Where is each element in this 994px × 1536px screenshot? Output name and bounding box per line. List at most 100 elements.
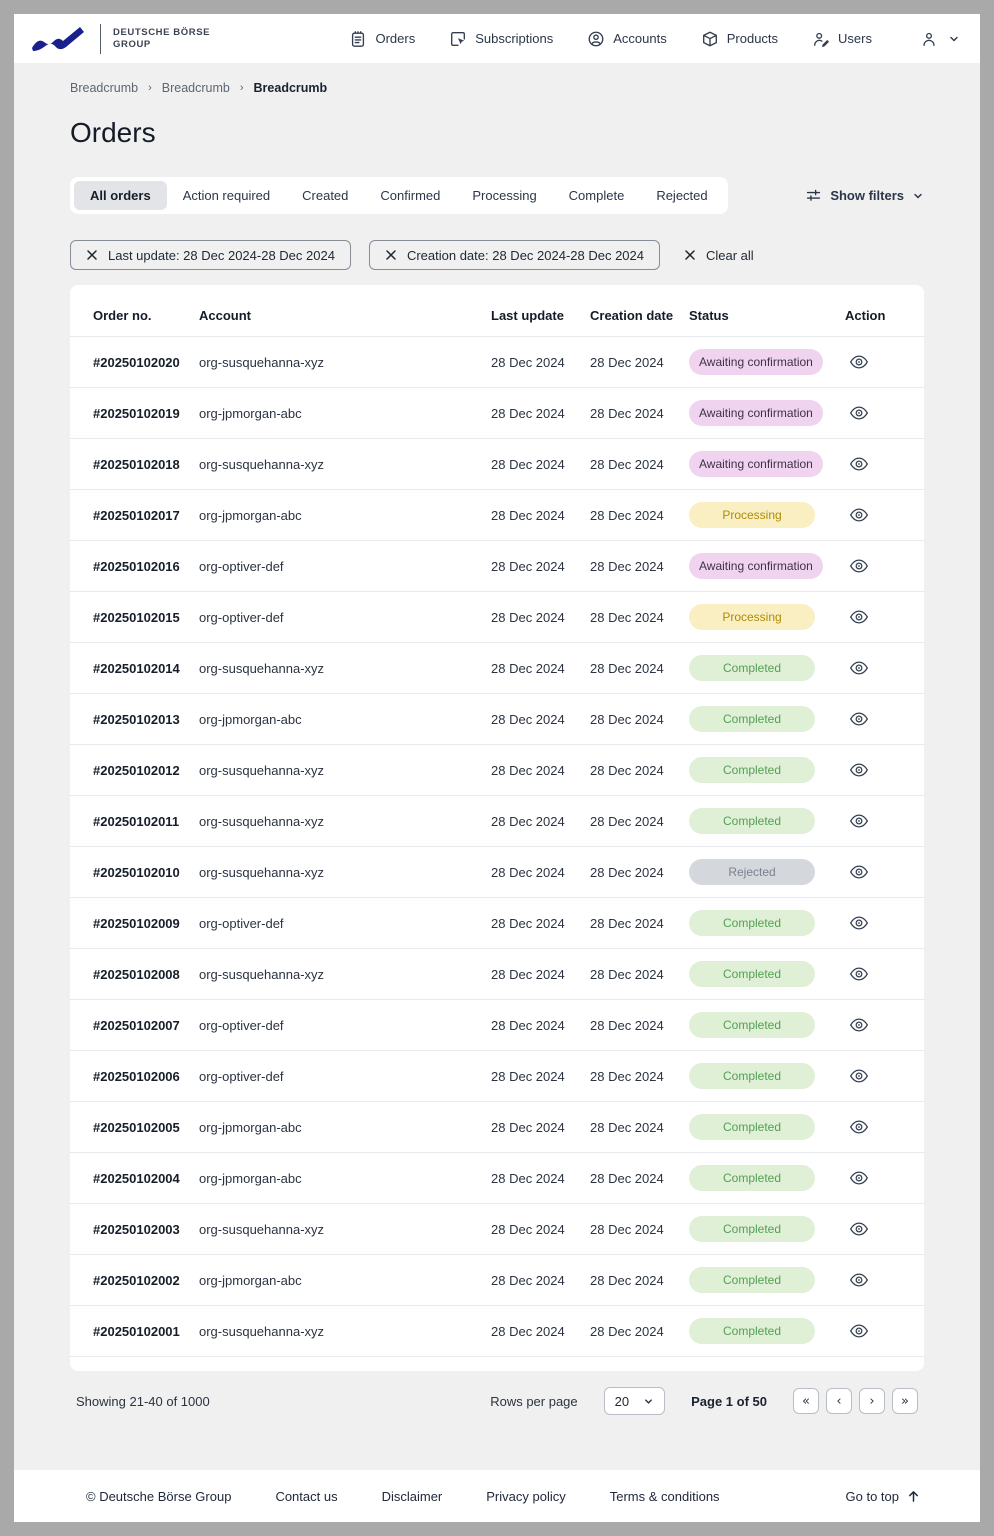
nav-item-subscriptions[interactable]: Subscriptions: [449, 30, 553, 48]
status-badge: Completed: [689, 808, 815, 834]
cell-last-update: 28 Dec 2024: [491, 609, 565, 625]
show-filters-button[interactable]: Show filters: [805, 187, 924, 204]
table-row: #20250102003 org-susquehanna-xyz 28 Dec …: [70, 1204, 924, 1255]
clear-all-label: Clear all: [706, 247, 754, 263]
eye-icon: [849, 966, 869, 982]
remove-filter-icon[interactable]: [385, 249, 397, 261]
cell-creation-date: 28 Dec 2024: [590, 1170, 664, 1186]
view-order-button[interactable]: [847, 403, 901, 423]
view-order-button[interactable]: [847, 658, 901, 678]
view-order-button[interactable]: [847, 1117, 901, 1137]
logo-text: DEUTSCHE BÖRSE GROUP: [113, 26, 211, 50]
tab-created[interactable]: Created: [302, 188, 349, 203]
cell-account: org-optiver-def: [199, 915, 284, 931]
view-order-button[interactable]: [847, 352, 901, 372]
cell-creation-date: 28 Dec 2024: [590, 1221, 664, 1237]
cell-last-update: 28 Dec 2024: [491, 813, 565, 829]
footer-link-contact-us[interactable]: Contact us: [275, 1488, 338, 1504]
eye-icon: [849, 660, 869, 676]
brand-logo[interactable]: DEUTSCHE BÖRSE GROUP: [30, 23, 210, 55]
view-order-button[interactable]: [847, 1270, 901, 1290]
view-order-button[interactable]: [847, 811, 901, 831]
status-badge: Completed: [689, 1114, 815, 1140]
cell-account: org-susquehanna-xyz: [199, 762, 325, 778]
breadcrumb-item[interactable]: Breadcrumb: [161, 81, 230, 95]
cell-order-no: #20250102004: [93, 1170, 180, 1186]
breadcrumb-item[interactable]: Breadcrumb: [70, 81, 139, 95]
cell-account: org-susquehanna-xyz: [199, 456, 325, 472]
show-filters-label: Show filters: [830, 188, 904, 203]
view-order-button[interactable]: [847, 505, 901, 525]
next-page-button[interactable]: ›: [859, 1388, 885, 1414]
cell-order-no: #20250102010: [93, 864, 180, 880]
view-order-button[interactable]: [847, 760, 901, 780]
previous-page-button[interactable]: ‹: [826, 1388, 852, 1414]
nav-item-orders[interactable]: Orders: [349, 30, 415, 48]
status-badge: Completed: [689, 1165, 815, 1191]
clear-all-filters-button[interactable]: Clear all: [684, 248, 754, 263]
view-order-button[interactable]: [847, 454, 901, 474]
nav-label: Accounts: [613, 31, 667, 46]
view-order-button[interactable]: [847, 1321, 901, 1341]
cell-last-update: 28 Dec 2024: [491, 456, 565, 472]
view-order-button[interactable]: [847, 1066, 901, 1086]
cell-last-update: 28 Dec 2024: [491, 1221, 565, 1237]
filter-chip-creation-date[interactable]: Creation date: 28 Dec 2024-28 Dec 2024: [368, 240, 660, 270]
footer-link-terms[interactable]: Terms & conditions: [609, 1488, 720, 1504]
cell-account: org-susquehanna-xyz: [199, 354, 325, 370]
deutsche-boerse-wave-icon: [30, 23, 88, 55]
footer-link-disclaimer[interactable]: Disclaimer: [381, 1488, 443, 1504]
breadcrumb: Breadcrumb › Breadcrumb › Breadcrumb: [70, 81, 924, 95]
nav-item-accounts[interactable]: Accounts: [587, 30, 667, 48]
filter-chip-last-update[interactable]: Last update: 28 Dec 2024-28 Dec 2024: [70, 240, 351, 270]
status-badge: Completed: [689, 1267, 815, 1293]
remove-filter-icon[interactable]: [86, 249, 98, 261]
profile-menu[interactable]: [920, 30, 960, 48]
nav-item-products[interactable]: Products: [701, 30, 778, 48]
tab-all-orders[interactable]: All orders: [74, 181, 167, 210]
cell-last-update: 28 Dec 2024: [491, 660, 565, 676]
go-to-top-button[interactable]: Go to top: [846, 1489, 920, 1504]
cell-order-no: #20250102008: [93, 966, 180, 982]
cell-creation-date: 28 Dec 2024: [590, 966, 664, 982]
cell-creation-date: 28 Dec 2024: [590, 813, 664, 829]
footer-link-privacy-policy[interactable]: Privacy policy: [486, 1488, 566, 1504]
table-row: #20250102014 org-susquehanna-xyz 28 Dec …: [70, 643, 924, 694]
go-to-top-label: Go to top: [845, 1488, 899, 1504]
table-row: #20250102019 org-jpmorgan-abc 28 Dec 202…: [70, 388, 924, 439]
view-order-button[interactable]: [847, 556, 901, 576]
view-order-button[interactable]: [847, 913, 901, 933]
tab-action-required[interactable]: Action required: [182, 188, 271, 203]
view-order-button[interactable]: [847, 607, 901, 627]
eye-icon: [849, 1068, 869, 1084]
status-badge: Completed: [689, 655, 815, 681]
eye-icon: [849, 762, 869, 778]
tab-complete[interactable]: Complete: [568, 188, 625, 203]
first-page-button[interactable]: «: [793, 1388, 819, 1414]
tab-processing[interactable]: Processing: [472, 188, 537, 203]
rows-per-page-select[interactable]: 20: [603, 1387, 666, 1415]
view-order-button[interactable]: [847, 964, 901, 984]
cell-account: org-susquehanna-xyz: [199, 660, 325, 676]
view-order-button[interactable]: [847, 1168, 901, 1188]
top-navigation-bar: DEUTSCHE BÖRSE GROUP Orders: [14, 14, 980, 63]
cell-last-update: 28 Dec 2024: [491, 1272, 565, 1288]
view-order-button[interactable]: [847, 709, 901, 729]
tab-confirmed[interactable]: Confirmed: [380, 188, 441, 203]
cell-account: org-jpmorgan-abc: [199, 1119, 302, 1135]
table-row: #20250102016 org-optiver-def 28 Dec 2024…: [70, 541, 924, 592]
cell-order-no: #20250102019: [93, 405, 180, 421]
last-page-button[interactable]: »: [892, 1388, 918, 1414]
view-order-button[interactable]: [847, 1219, 901, 1239]
cell-last-update: 28 Dec 2024: [491, 405, 565, 421]
eye-icon: [849, 558, 869, 574]
users-icon: [812, 30, 830, 48]
view-order-button[interactable]: [847, 1015, 901, 1035]
view-order-button[interactable]: [847, 862, 901, 882]
table-row: #20250102017 org-jpmorgan-abc 28 Dec 202…: [70, 490, 924, 541]
copyright-text: © Deutsche Börse Group: [86, 1488, 232, 1504]
table-row: #20250102005 org-jpmorgan-abc 28 Dec 202…: [70, 1102, 924, 1153]
arrow-up-icon: [907, 1490, 920, 1503]
nav-item-users[interactable]: Users: [812, 30, 872, 48]
tab-rejected[interactable]: Rejected: [656, 188, 708, 203]
